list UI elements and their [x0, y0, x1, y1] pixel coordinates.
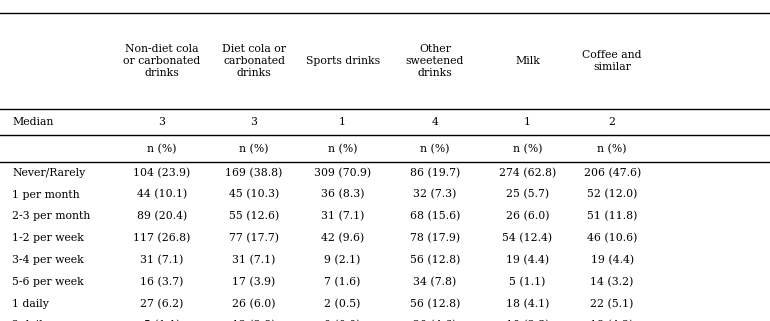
- Text: 19 (4.4): 19 (4.4): [591, 255, 634, 265]
- Text: 17 (3.9): 17 (3.9): [233, 277, 276, 287]
- Text: 1 per month: 1 per month: [12, 189, 80, 200]
- Text: Coffee and
similar: Coffee and similar: [582, 50, 642, 72]
- Text: Sports drinks: Sports drinks: [306, 56, 380, 66]
- Text: 5-6 per week: 5-6 per week: [12, 277, 84, 287]
- Text: 2 (0.5): 2 (0.5): [324, 299, 361, 309]
- Text: 0 (0.0): 0 (0.0): [324, 320, 361, 321]
- Text: 309 (70.9): 309 (70.9): [314, 168, 371, 178]
- Text: 7 (1.6): 7 (1.6): [324, 277, 361, 287]
- Text: 1: 1: [524, 117, 531, 127]
- Text: 18 (4.1): 18 (4.1): [506, 299, 549, 309]
- Text: Diet cola or
carbonated
drinks: Diet cola or carbonated drinks: [222, 44, 286, 78]
- Text: 54 (12.4): 54 (12.4): [502, 233, 553, 243]
- Text: 9 (2.1): 9 (2.1): [324, 255, 361, 265]
- Text: Median: Median: [12, 117, 54, 127]
- Text: 206 (47.6): 206 (47.6): [584, 168, 641, 178]
- Text: 117 (26.8): 117 (26.8): [133, 233, 190, 243]
- Text: 3-4 per week: 3-4 per week: [12, 255, 84, 265]
- Text: 34 (7.8): 34 (7.8): [413, 277, 457, 287]
- Text: 274 (62.8): 274 (62.8): [499, 168, 556, 178]
- Text: 52 (12.0): 52 (12.0): [587, 189, 638, 200]
- Text: Non-diet cola
or carbonated
drinks: Non-diet cola or carbonated drinks: [123, 44, 200, 78]
- Text: 2 daily: 2 daily: [12, 320, 49, 321]
- Text: 5 (1.1): 5 (1.1): [143, 320, 180, 321]
- Text: 51 (11.8): 51 (11.8): [587, 211, 638, 221]
- Text: n (%): n (%): [328, 143, 357, 154]
- Text: 46 (10.6): 46 (10.6): [587, 233, 638, 243]
- Text: 2: 2: [608, 117, 616, 127]
- Text: 31 (7.1): 31 (7.1): [140, 255, 183, 265]
- Text: n (%): n (%): [147, 143, 176, 154]
- Text: 32 (7.3): 32 (7.3): [413, 189, 457, 200]
- Text: 169 (38.8): 169 (38.8): [226, 168, 283, 178]
- Text: 1-2 per week: 1-2 per week: [12, 233, 84, 243]
- Text: 14 (3.2): 14 (3.2): [591, 277, 634, 287]
- Text: 56 (12.8): 56 (12.8): [410, 299, 460, 309]
- Text: 25 (5.7): 25 (5.7): [506, 189, 549, 200]
- Text: n (%): n (%): [239, 143, 269, 154]
- Text: 55 (12.6): 55 (12.6): [229, 211, 280, 221]
- Text: n (%): n (%): [513, 143, 542, 154]
- Text: 19 (4.4): 19 (4.4): [506, 255, 549, 265]
- Text: 78 (17.9): 78 (17.9): [410, 233, 460, 243]
- Text: n (%): n (%): [420, 143, 450, 154]
- Text: 89 (20.4): 89 (20.4): [136, 211, 187, 221]
- Text: Never/Rarely: Never/Rarely: [12, 168, 85, 178]
- Text: 5 (1.1): 5 (1.1): [509, 277, 546, 287]
- Text: 86 (19.7): 86 (19.7): [410, 168, 460, 178]
- Text: 3: 3: [250, 117, 258, 127]
- Text: 26 (6.0): 26 (6.0): [233, 299, 276, 309]
- Text: 22 (5.1): 22 (5.1): [591, 299, 634, 309]
- Text: 31 (7.1): 31 (7.1): [321, 211, 364, 221]
- Text: 31 (7.1): 31 (7.1): [233, 255, 276, 265]
- Text: 26 (6.0): 26 (6.0): [506, 211, 549, 221]
- Text: 16 (3.7): 16 (3.7): [140, 277, 183, 287]
- Text: 3: 3: [158, 117, 166, 127]
- Text: 20 (4.6): 20 (4.6): [413, 320, 457, 321]
- Text: 45 (10.3): 45 (10.3): [229, 189, 280, 200]
- Text: 1 daily: 1 daily: [12, 299, 49, 309]
- Text: 42 (9.6): 42 (9.6): [321, 233, 364, 243]
- Text: 18 (4.2): 18 (4.2): [591, 320, 634, 321]
- Text: 36 (8.3): 36 (8.3): [321, 189, 364, 200]
- Text: 2-3 per month: 2-3 per month: [12, 211, 91, 221]
- Text: 56 (12.8): 56 (12.8): [410, 255, 460, 265]
- Text: 1: 1: [339, 117, 346, 127]
- Text: 44 (10.1): 44 (10.1): [136, 189, 187, 200]
- Text: 12 (2.8): 12 (2.8): [233, 320, 276, 321]
- Text: 104 (23.9): 104 (23.9): [133, 168, 190, 178]
- Text: 27 (6.2): 27 (6.2): [140, 299, 183, 309]
- Text: n (%): n (%): [598, 143, 627, 154]
- Text: Other
sweetened
drinks: Other sweetened drinks: [406, 44, 464, 78]
- Text: 4: 4: [432, 117, 438, 127]
- Text: 68 (15.6): 68 (15.6): [410, 211, 460, 221]
- Text: 77 (17.7): 77 (17.7): [229, 233, 279, 243]
- Text: 10 (2.3): 10 (2.3): [506, 320, 549, 321]
- Text: Milk: Milk: [515, 56, 540, 66]
